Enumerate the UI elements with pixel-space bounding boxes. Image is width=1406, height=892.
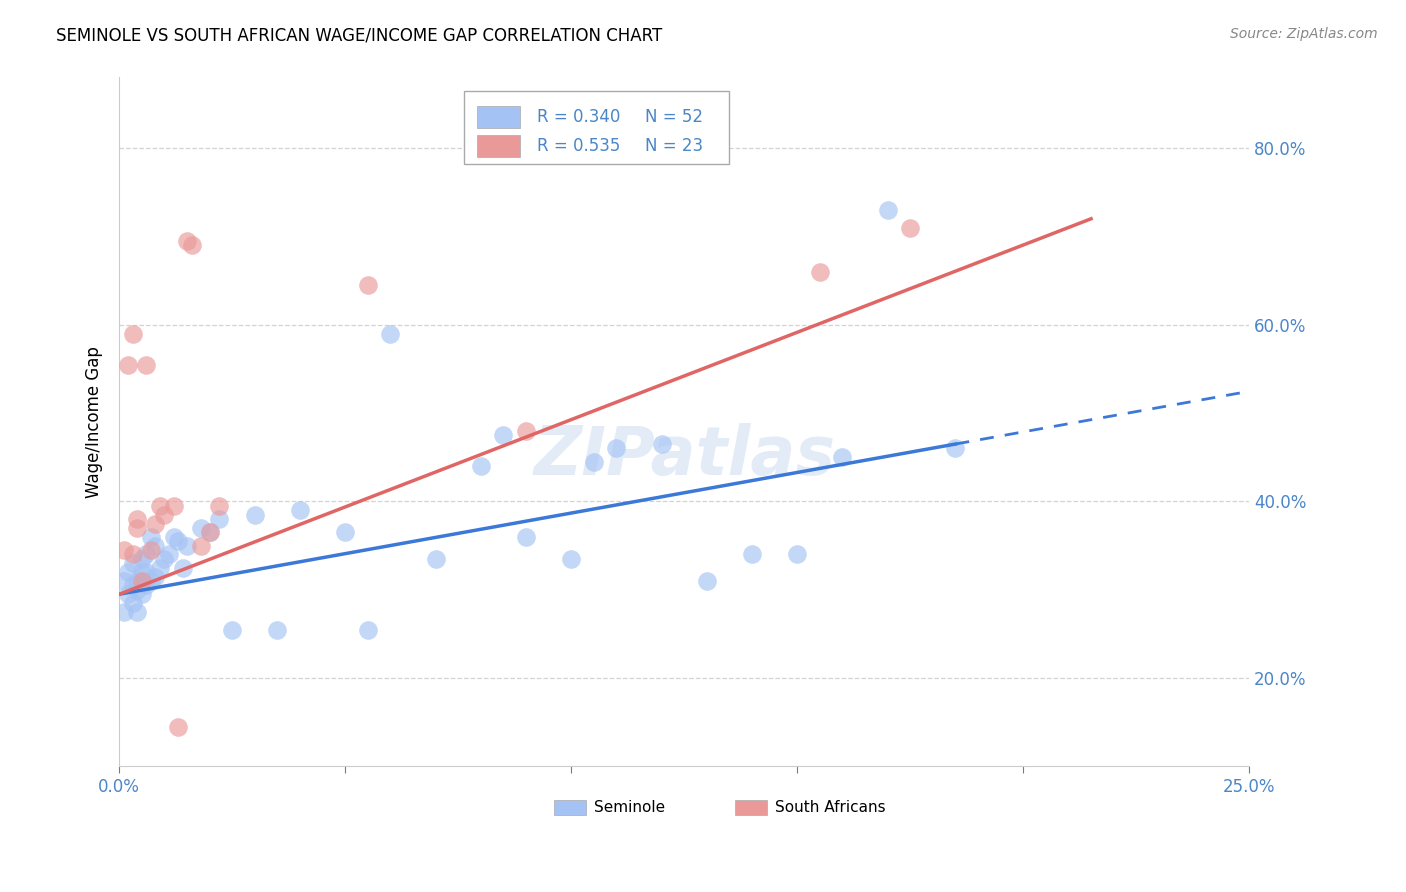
FancyBboxPatch shape bbox=[478, 136, 520, 157]
Point bbox=[131, 565, 153, 579]
Point bbox=[190, 539, 212, 553]
Point bbox=[651, 437, 673, 451]
Point bbox=[145, 516, 167, 531]
Point bbox=[898, 220, 921, 235]
Text: R = 0.535: R = 0.535 bbox=[537, 137, 621, 155]
Point bbox=[131, 574, 153, 588]
Point bbox=[127, 512, 149, 526]
Point bbox=[121, 557, 143, 571]
Point bbox=[741, 548, 763, 562]
Point bbox=[135, 578, 157, 592]
Point bbox=[121, 326, 143, 341]
Point bbox=[153, 552, 176, 566]
Text: R = 0.340: R = 0.340 bbox=[537, 108, 621, 126]
Point bbox=[162, 530, 184, 544]
Point bbox=[243, 508, 266, 522]
Point bbox=[121, 578, 143, 592]
Point bbox=[131, 587, 153, 601]
Text: Source: ZipAtlas.com: Source: ZipAtlas.com bbox=[1230, 27, 1378, 41]
Point bbox=[492, 428, 515, 442]
FancyBboxPatch shape bbox=[735, 799, 766, 814]
Point bbox=[162, 499, 184, 513]
Point bbox=[515, 530, 537, 544]
Point bbox=[176, 539, 198, 553]
Point bbox=[153, 508, 176, 522]
FancyBboxPatch shape bbox=[554, 799, 586, 814]
Point bbox=[131, 574, 153, 588]
Text: Seminole: Seminole bbox=[593, 799, 665, 814]
Point bbox=[288, 503, 311, 517]
Text: SEMINOLE VS SOUTH AFRICAN WAGE/INCOME GAP CORRELATION CHART: SEMINOLE VS SOUTH AFRICAN WAGE/INCOME GA… bbox=[56, 27, 662, 45]
Text: N = 23: N = 23 bbox=[645, 137, 703, 155]
Point bbox=[139, 543, 162, 558]
Point bbox=[112, 605, 135, 619]
Point bbox=[145, 569, 167, 583]
Point bbox=[121, 548, 143, 562]
Point bbox=[172, 560, 194, 574]
Point bbox=[117, 565, 139, 579]
Point bbox=[157, 548, 180, 562]
Point bbox=[167, 534, 190, 549]
Point bbox=[198, 525, 221, 540]
Point bbox=[208, 512, 231, 526]
Point bbox=[145, 539, 167, 553]
Point bbox=[135, 548, 157, 562]
Point bbox=[149, 499, 172, 513]
Point bbox=[167, 720, 190, 734]
Point bbox=[945, 442, 967, 456]
Point bbox=[425, 552, 447, 566]
Y-axis label: Wage/Income Gap: Wage/Income Gap bbox=[86, 346, 103, 498]
Point bbox=[121, 596, 143, 610]
Point bbox=[357, 623, 380, 637]
FancyBboxPatch shape bbox=[464, 91, 730, 163]
Point bbox=[208, 499, 231, 513]
Point bbox=[876, 202, 898, 217]
Point bbox=[221, 623, 243, 637]
Point bbox=[139, 574, 162, 588]
Text: South Africans: South Africans bbox=[775, 799, 886, 814]
Point bbox=[380, 326, 402, 341]
Point bbox=[135, 565, 157, 579]
Point bbox=[139, 530, 162, 544]
Text: ZIPatlas: ZIPatlas bbox=[533, 424, 835, 490]
Point bbox=[696, 574, 718, 588]
Point bbox=[117, 358, 139, 372]
Point bbox=[112, 574, 135, 588]
Point bbox=[266, 623, 288, 637]
FancyBboxPatch shape bbox=[478, 105, 520, 128]
Point bbox=[127, 521, 149, 535]
Point bbox=[808, 265, 831, 279]
Point bbox=[135, 358, 157, 372]
Point bbox=[831, 450, 853, 465]
Point bbox=[582, 455, 605, 469]
Point bbox=[786, 548, 808, 562]
Point bbox=[357, 278, 380, 293]
Point bbox=[117, 587, 139, 601]
Point bbox=[198, 525, 221, 540]
Point bbox=[605, 442, 627, 456]
Point bbox=[180, 238, 202, 252]
Point bbox=[112, 543, 135, 558]
Point bbox=[131, 552, 153, 566]
Point bbox=[515, 424, 537, 438]
Point bbox=[149, 560, 172, 574]
Point bbox=[335, 525, 357, 540]
Point bbox=[176, 234, 198, 248]
Point bbox=[127, 582, 149, 597]
Point bbox=[470, 459, 492, 474]
Point bbox=[127, 605, 149, 619]
Point bbox=[560, 552, 582, 566]
Point bbox=[190, 521, 212, 535]
Text: N = 52: N = 52 bbox=[645, 108, 703, 126]
Point bbox=[127, 574, 149, 588]
